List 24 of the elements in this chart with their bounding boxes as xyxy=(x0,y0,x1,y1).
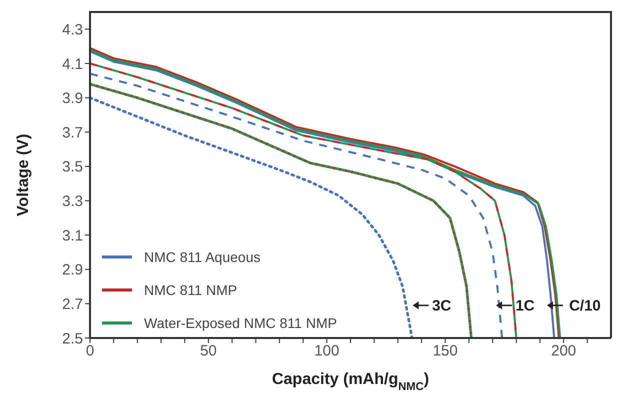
annotation: C/10 xyxy=(569,297,601,314)
legend-label: NMC 811 NMP xyxy=(144,282,238,298)
y-tick-label: 4.3 xyxy=(62,21,83,38)
x-tick-label: 100 xyxy=(314,342,340,360)
x-tick-label: 150 xyxy=(432,342,458,360)
y-tick-label: 3.9 xyxy=(62,90,83,108)
x-tick-label: 200 xyxy=(551,342,576,360)
y-tick-label: 2.9 xyxy=(62,262,83,279)
annotation: 3C xyxy=(432,297,452,314)
annotation: 1C xyxy=(515,297,535,314)
y-tick-label: 3.5 xyxy=(62,158,83,176)
legend-label: NMC 811 Aqueous xyxy=(144,248,260,265)
y-tick-label: 3.1 xyxy=(62,227,83,244)
y-tick-label: 2.5 xyxy=(62,330,83,348)
legend-label: Water-Exposed NMC 811 NMP xyxy=(144,314,337,331)
x-tick-label: 50 xyxy=(200,342,217,360)
x-tick-label: 0 xyxy=(86,342,94,360)
y-tick-label: 3.7 xyxy=(62,124,83,142)
line-series xyxy=(90,96,414,338)
y-tick-label: 3.3 xyxy=(62,193,83,210)
y-axis-title: Voltage (V) xyxy=(15,134,32,216)
x-axis-title: Capacity (mAh/g$_{NMC}$) xyxy=(272,371,430,393)
y-tick-label: 4.1 xyxy=(62,56,83,73)
y-tick-label: 2.7 xyxy=(62,296,83,314)
